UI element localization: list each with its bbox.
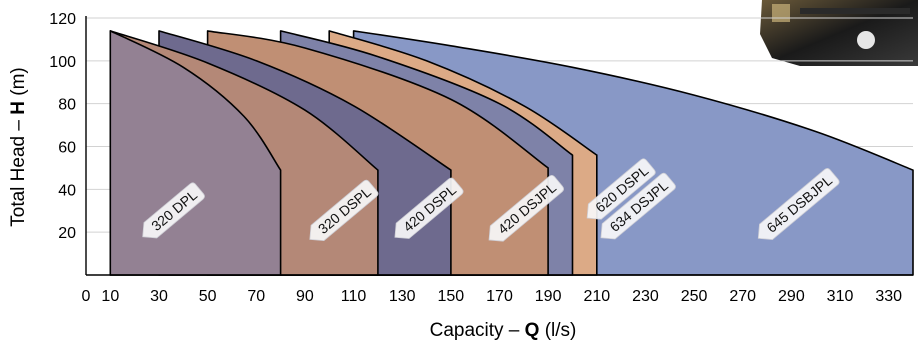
x-tick-label: 190 bbox=[535, 288, 562, 305]
axes bbox=[85, 16, 913, 276]
curve-label-badge bbox=[586, 158, 656, 220]
x-tick-label: 10 bbox=[101, 288, 119, 305]
y-tick-label: 20 bbox=[58, 225, 76, 242]
y-tick-label: 100 bbox=[49, 54, 76, 71]
x-tick-label: 210 bbox=[583, 288, 610, 305]
curve-label-badge bbox=[488, 174, 564, 242]
x-tick-label: 330 bbox=[875, 288, 902, 305]
curve-label-badge bbox=[142, 182, 205, 239]
x-tick-label: 290 bbox=[778, 288, 805, 305]
curve-label-badge bbox=[757, 168, 840, 240]
series-area-320-dpl bbox=[109, 30, 282, 276]
x-tick-label: 0 bbox=[82, 288, 91, 305]
y-axis-title: Total Head – H (m) bbox=[8, 67, 29, 226]
x-tick-label: 170 bbox=[486, 288, 513, 305]
curve-label-badge bbox=[309, 179, 379, 242]
x-tick-label: 50 bbox=[199, 288, 217, 305]
curve-areas bbox=[109, 30, 914, 276]
x-tick-label: 230 bbox=[632, 288, 659, 305]
x-tick-label: 250 bbox=[681, 288, 708, 305]
x-tick-labels: 0 10 30 50 70 90 110 130 150 170 190 210 230 250 270 29… bbox=[82, 288, 903, 305]
x-tick-label: 70 bbox=[247, 288, 265, 305]
y-tick-label: 80 bbox=[58, 97, 76, 114]
y-tick-label: 40 bbox=[58, 182, 76, 199]
y-tick-label: 60 bbox=[58, 140, 76, 157]
y-tick-labels: 20 40 60 80 100 120 bbox=[49, 11, 76, 242]
x-tick-label: 30 bbox=[150, 288, 168, 305]
pump-photo bbox=[760, 0, 918, 66]
y-tick-label: 120 bbox=[49, 11, 76, 28]
x-axis-title: Capacity – Q (l/s) bbox=[430, 320, 577, 341]
curve-label-badge bbox=[600, 172, 676, 240]
x-tick-label: 110 bbox=[341, 288, 367, 305]
x-tick-label: 310 bbox=[827, 288, 854, 305]
x-tick-label: 150 bbox=[438, 288, 465, 305]
curve-label-badge bbox=[394, 177, 464, 239]
x-tick-label: 90 bbox=[296, 288, 314, 305]
x-tick-label: 130 bbox=[389, 288, 416, 305]
x-tick-label: 270 bbox=[729, 288, 756, 305]
